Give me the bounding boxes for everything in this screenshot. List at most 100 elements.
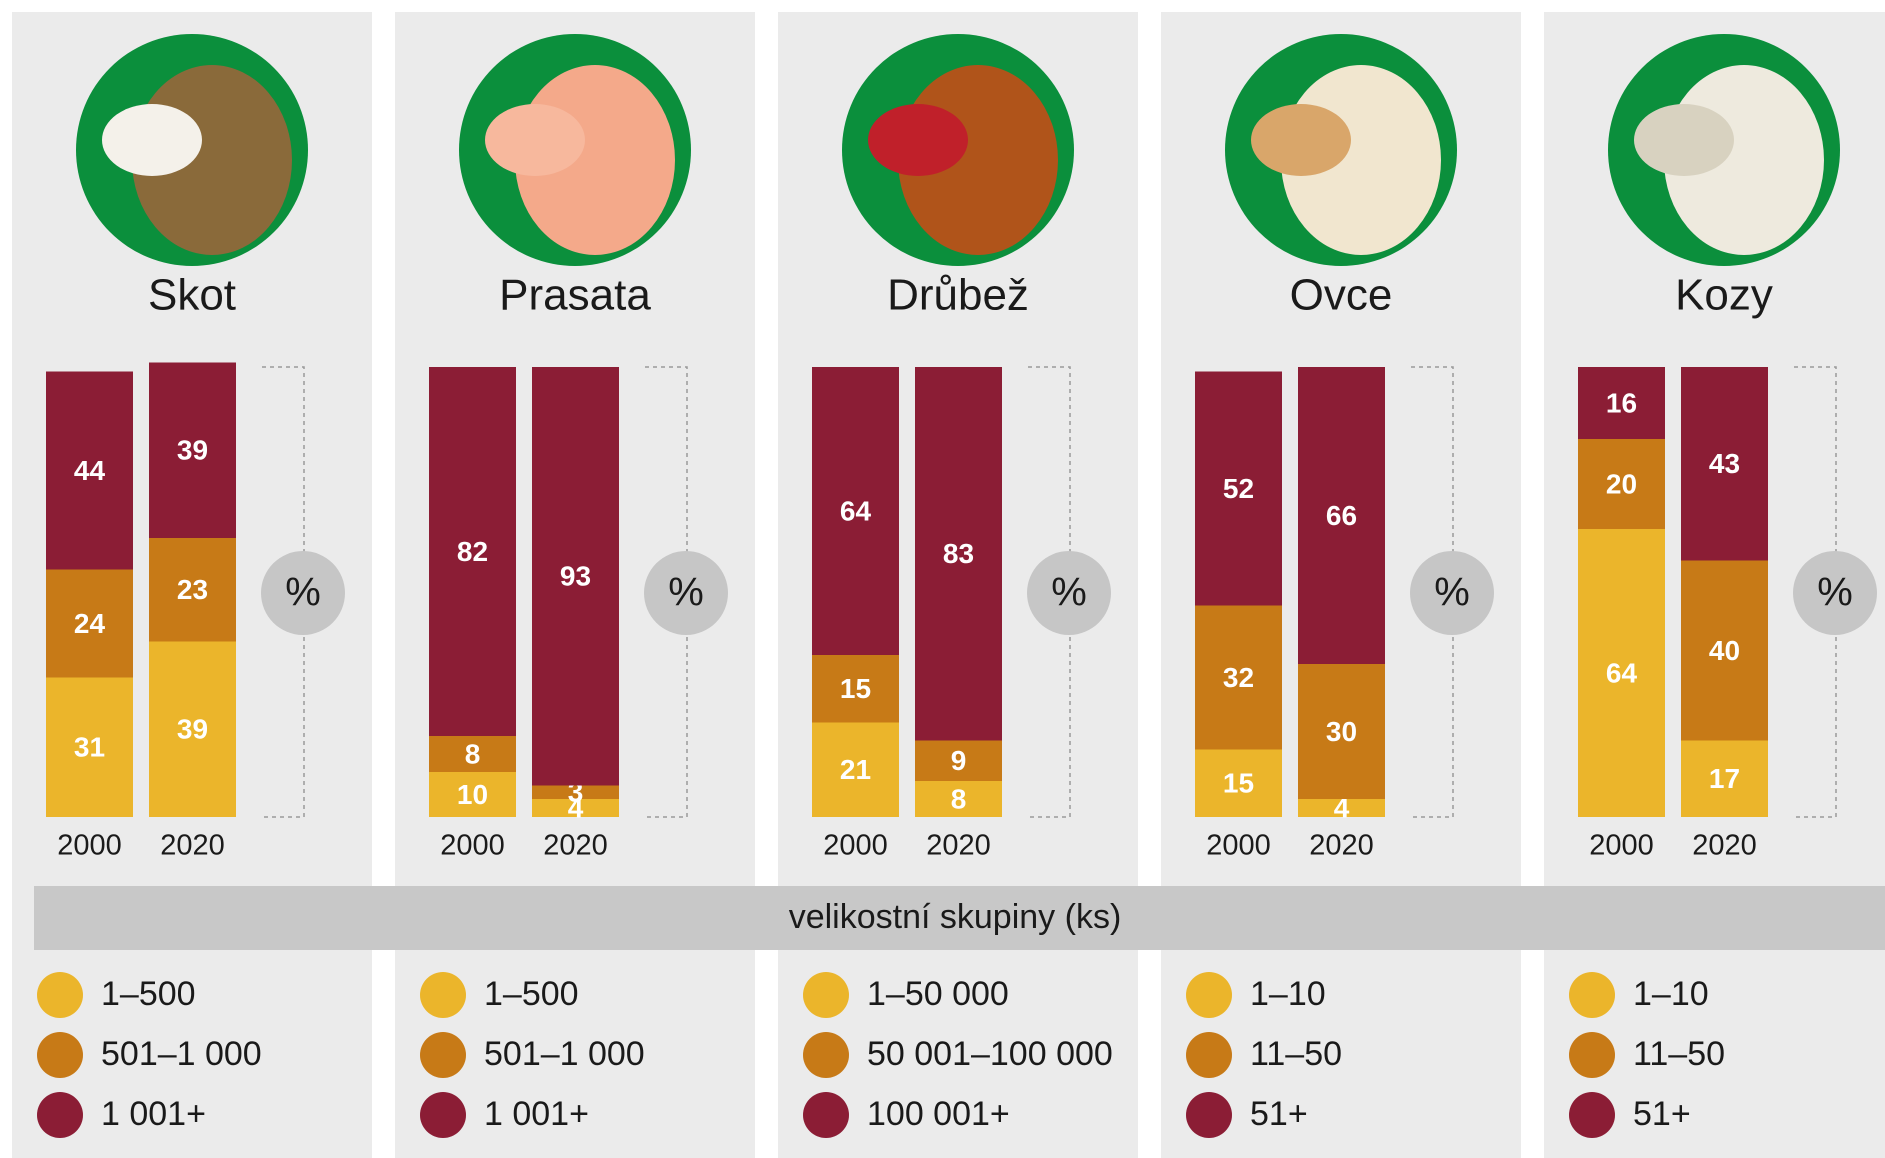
animal-icon-head xyxy=(102,104,202,176)
bar-segment xyxy=(915,781,1002,817)
year-label: 2000 xyxy=(57,830,122,862)
unit-label: % xyxy=(668,571,704,615)
value-label: 10 xyxy=(457,779,488,810)
value-label: 93 xyxy=(560,561,591,592)
legend-marker xyxy=(37,1092,83,1138)
panel-title: Prasata xyxy=(499,271,651,320)
unit-badge xyxy=(261,551,345,635)
legend-label: 501–1 000 xyxy=(484,1035,645,1073)
year-label: 2020 xyxy=(160,830,225,862)
animal-icon-head xyxy=(1634,104,1734,176)
unit-label: % xyxy=(1817,571,1853,615)
bar-segment xyxy=(532,785,619,799)
legend-marker xyxy=(37,1032,83,1078)
unit-label: % xyxy=(1434,571,1470,615)
value-label: 24 xyxy=(74,608,106,639)
unit-label: % xyxy=(1051,571,1087,615)
value-label: 9 xyxy=(951,745,967,776)
bar-segment xyxy=(1681,740,1768,817)
value-label: 23 xyxy=(177,574,208,605)
value-label: 4 xyxy=(1334,792,1350,823)
value-label: 8 xyxy=(465,738,481,769)
bar-segment xyxy=(1298,799,1385,817)
unit-badge xyxy=(644,551,728,635)
legend-label: 51+ xyxy=(1250,1095,1308,1133)
value-label: 83 xyxy=(943,538,974,569)
legend-marker xyxy=(420,1092,466,1138)
legend-label: 501–1 000 xyxy=(101,1035,262,1073)
value-label: 21 xyxy=(840,754,871,785)
legend-marker xyxy=(1186,1092,1232,1138)
legend-label: 1–10 xyxy=(1250,975,1326,1013)
value-label: 66 xyxy=(1326,500,1357,531)
value-label: 20 xyxy=(1606,468,1637,499)
legend-marker xyxy=(803,972,849,1018)
year-label: 2000 xyxy=(1206,830,1271,862)
group-label: velikostní skupiny (ks) xyxy=(789,898,1122,936)
year-label: 2020 xyxy=(543,830,608,862)
legend-marker xyxy=(1569,972,1615,1018)
year-label: 2020 xyxy=(1309,830,1374,862)
bar-segment xyxy=(1195,605,1282,750)
legend-label: 1 001+ xyxy=(484,1095,589,1133)
unit-badge xyxy=(1027,551,1111,635)
value-label: 43 xyxy=(1709,448,1740,479)
year-label: 2020 xyxy=(1692,830,1757,862)
legend-label: 1 001+ xyxy=(101,1095,206,1133)
bar-segment xyxy=(1298,664,1385,799)
value-label: 52 xyxy=(1223,473,1254,504)
value-label: 8 xyxy=(951,783,967,814)
unit-label: % xyxy=(285,571,321,615)
value-label: 44 xyxy=(74,455,106,486)
value-label: 39 xyxy=(177,714,208,745)
bar-segment xyxy=(812,655,899,723)
bar-segment xyxy=(149,538,236,642)
bar-segment xyxy=(1681,560,1768,741)
value-label: 82 xyxy=(457,536,488,567)
year-label: 2020 xyxy=(926,830,991,862)
value-label: 30 xyxy=(1326,716,1357,747)
value-label: 15 xyxy=(1223,768,1254,799)
bar-segment xyxy=(1578,529,1665,817)
bar-segment xyxy=(149,641,236,817)
legend-marker xyxy=(803,1092,849,1138)
unit-badge xyxy=(1410,551,1494,635)
animal-icon-head xyxy=(1251,104,1351,176)
bar-segment xyxy=(149,362,236,538)
bar-segment xyxy=(46,371,133,570)
legend-label: 1–50 000 xyxy=(867,975,1009,1013)
bar-segment xyxy=(812,722,899,817)
bar-segment xyxy=(532,367,619,786)
value-label: 15 xyxy=(840,673,871,704)
bar-segment xyxy=(429,736,516,772)
bar-segment xyxy=(532,799,619,817)
legend-marker xyxy=(1186,1032,1232,1078)
legend-marker xyxy=(420,1032,466,1078)
panel-title: Kozy xyxy=(1675,271,1773,320)
bar-segment xyxy=(429,772,516,817)
animal-icon-head xyxy=(868,104,968,176)
value-label: 31 xyxy=(74,732,105,763)
bar-segment xyxy=(1298,367,1385,664)
value-label: 40 xyxy=(1709,635,1740,666)
legend-label: 11–50 xyxy=(1250,1035,1342,1073)
value-label: 17 xyxy=(1709,763,1740,794)
legend-label: 50 001–100 000 xyxy=(867,1035,1113,1073)
bar-segment xyxy=(46,569,133,678)
legend-label: 1–10 xyxy=(1633,975,1709,1013)
value-label: 4 xyxy=(568,792,584,823)
legend-label: 11–50 xyxy=(1633,1035,1725,1073)
bar-segment xyxy=(1578,367,1665,439)
legend-label: 1–500 xyxy=(484,975,579,1013)
bar-segment xyxy=(915,367,1002,741)
panel-title: Drůbež xyxy=(887,271,1029,320)
legend-label: 100 001+ xyxy=(867,1095,1010,1133)
year-label: 2000 xyxy=(440,830,505,862)
bar-segment xyxy=(812,367,899,655)
bar-segment xyxy=(1578,439,1665,529)
legend-label: 1–500 xyxy=(101,975,196,1013)
legend-marker xyxy=(803,1032,849,1078)
legend-marker xyxy=(1569,1032,1615,1078)
